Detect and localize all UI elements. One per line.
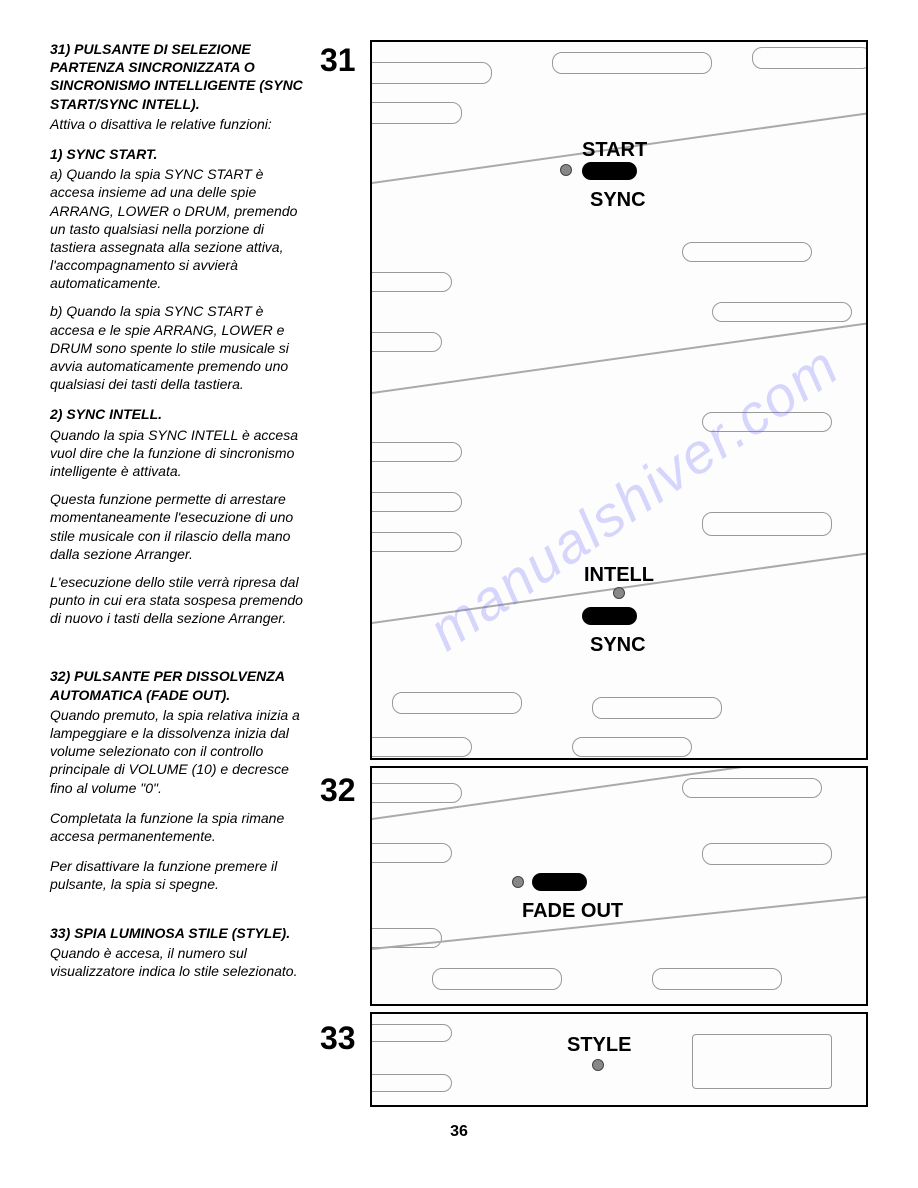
panel-outline [370, 442, 462, 462]
label-intell: INTELL [584, 562, 654, 588]
section-31-heading: 31) PULSANTE DI SELEZIONE PARTENZA SINCR… [50, 40, 310, 113]
panel-outline [572, 737, 692, 757]
fade-out-button[interactable] [532, 873, 587, 891]
panel-outline [370, 62, 492, 84]
panel-outline [692, 1034, 832, 1089]
figure-column: 31 START [330, 40, 868, 1107]
figure-32: FADE OUT [370, 766, 868, 1006]
section-32-p3: Per disattivare la funzione premere il p… [50, 857, 310, 893]
led-icon [512, 876, 524, 888]
panel-outline [370, 102, 462, 124]
label-sync-2: SYNC [590, 632, 646, 658]
section-33-heading: 33) SPIA LUMINOSA STILE (STYLE). [50, 924, 310, 942]
sync-intell-button[interactable] [582, 607, 637, 625]
figure-number-33: 33 [320, 1018, 356, 1060]
sync-intell-p3: L'esecuzione dello stile verrà ripresa d… [50, 573, 310, 628]
section-33-p1: Quando è accesa, il numero sul visualizz… [50, 944, 310, 980]
panel-outline [432, 968, 562, 990]
sync-start-title: 1) SYNC START. [50, 145, 310, 163]
section-31-intro: Attiva o disattiva le relative funzioni: [50, 115, 310, 133]
section-32-p1: Quando premuto, la spia relativa inizia … [50, 706, 310, 797]
label-start: START [582, 137, 647, 163]
panel-outline [752, 47, 868, 69]
sync-start-a: a) Quando la spia SYNC START è accesa in… [50, 165, 310, 292]
panel-outline [592, 697, 722, 719]
panel-outline [370, 737, 472, 757]
style-led-icon [592, 1059, 604, 1071]
sync-intell-p2: Questa funzione permette di arrestare mo… [50, 490, 310, 563]
panel-outline [702, 843, 832, 865]
panel-outline [370, 1074, 452, 1092]
panel-outline [682, 778, 822, 798]
panel-outline [652, 968, 782, 990]
panel-outline [702, 412, 832, 432]
label-fade-out: FADE OUT [522, 898, 623, 924]
text-column: 31) PULSANTE DI SELEZIONE PARTENZA SINCR… [50, 40, 310, 1107]
panel-outline [370, 1024, 452, 1042]
panel-outline [370, 332, 442, 352]
panel-outline [392, 692, 522, 714]
section-32-heading: 32) PULSANTE PER DISSOLVENZA AUTOMATICA … [50, 667, 310, 703]
led-icon [613, 587, 625, 599]
figure-31: START SYNC INTELL SYNC manualshiver.com [370, 40, 868, 760]
label-sync-1: SYNC [590, 187, 646, 213]
panel-outline [552, 52, 712, 74]
sync-intell-p1: Quando la spia SYNC INTELL è accesa vuol… [50, 426, 310, 481]
section-32-p2: Completata la funzione la spia rimane ac… [50, 809, 310, 845]
manual-page: 31) PULSANTE DI SELEZIONE PARTENZA SINCR… [50, 40, 868, 1107]
sync-start-button[interactable] [582, 162, 637, 180]
figure-number-32: 32 [320, 770, 356, 812]
figure-number-31: 31 [320, 40, 356, 82]
label-style: STYLE [567, 1032, 631, 1058]
panel-outline [370, 783, 462, 803]
panel-line [372, 322, 867, 393]
panel-outline [370, 492, 462, 512]
sync-start-b: b) Quando la spia SYNC START è accesa e … [50, 302, 310, 393]
panel-outline [370, 532, 462, 552]
page-number: 36 [50, 1122, 868, 1143]
panel-outline [370, 272, 452, 292]
sync-intell-title: 2) SYNC INTELL. [50, 405, 310, 423]
led-icon [560, 164, 572, 176]
panel-outline [712, 302, 852, 322]
panel-outline [682, 242, 812, 262]
figure-33: STYLE [370, 1012, 868, 1107]
panel-outline [702, 512, 832, 536]
panel-outline [370, 843, 452, 863]
